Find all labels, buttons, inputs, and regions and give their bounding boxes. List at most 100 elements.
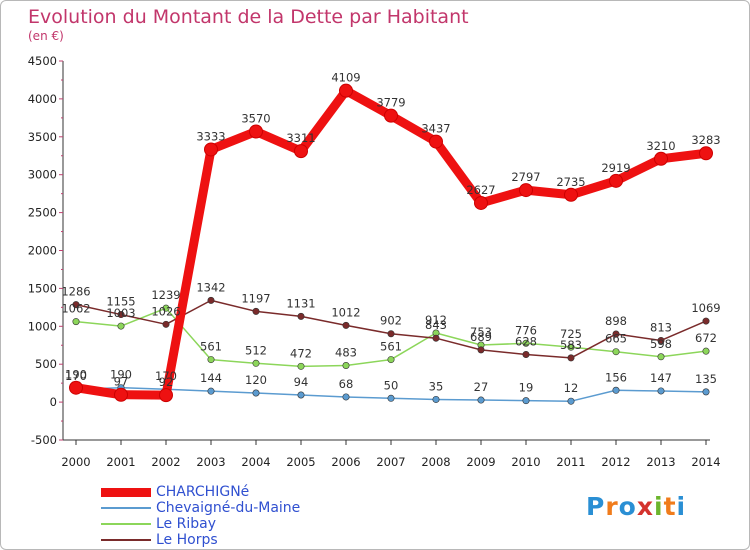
data-point: [252, 307, 260, 315]
data-point: [567, 343, 575, 351]
data-point: [207, 387, 215, 395]
legend-swatch: [101, 523, 151, 525]
data-label: 1239: [151, 288, 180, 302]
data-label: 912: [425, 313, 447, 327]
data-label: 147: [650, 371, 672, 385]
data-point: [114, 387, 128, 402]
data-label: 2919: [601, 161, 630, 175]
data-point: [477, 346, 485, 354]
legend-label: CHARCHIGNé: [156, 484, 250, 500]
chart-subtitle: (en €): [28, 29, 64, 43]
data-label: 19: [519, 381, 534, 395]
data-point: [654, 151, 668, 166]
data-point: [522, 339, 530, 347]
data-label: 92: [159, 375, 174, 389]
data-point: [117, 322, 125, 330]
data-point: [657, 353, 665, 361]
data-point: [567, 354, 575, 362]
data-point: [207, 296, 215, 304]
data-point: [522, 397, 530, 405]
data-label: 725: [560, 327, 582, 341]
data-label: 472: [290, 346, 312, 360]
data-label: 94: [294, 375, 309, 389]
data-label: 4109: [331, 71, 360, 85]
data-point: [249, 124, 263, 139]
data-point: [702, 388, 710, 396]
data-label: 561: [380, 340, 402, 354]
x-tick-label: 2014: [691, 455, 720, 469]
data-point: [69, 380, 83, 395]
data-point: [339, 83, 353, 98]
data-point: [564, 187, 578, 202]
legend-swatch: [101, 539, 151, 541]
data-label: 27: [474, 380, 489, 394]
logo-letter: r: [605, 492, 619, 521]
proxiti-logo: Proxiti: [586, 492, 686, 521]
data-label: 1062: [61, 302, 90, 316]
legend-swatch: [101, 487, 151, 497]
data-label: 3779: [376, 96, 405, 110]
data-label: 902: [380, 314, 402, 328]
data-label: 12: [564, 381, 579, 395]
data-point: [342, 361, 350, 369]
y-tick-label: 1500: [28, 281, 57, 295]
data-point: [294, 144, 308, 159]
data-point: [567, 397, 575, 405]
data-label: 1155: [106, 295, 135, 309]
data-point: [159, 388, 173, 403]
data-label: 3570: [241, 111, 270, 125]
data-label: 68: [339, 377, 354, 391]
data-point: [702, 317, 710, 325]
data-label: 2735: [556, 175, 585, 189]
data-point: [612, 386, 620, 394]
x-tick-label: 2006: [331, 455, 360, 469]
y-tick-label: -500: [31, 433, 57, 447]
data-label: 1012: [331, 305, 360, 319]
data-point: [162, 304, 170, 312]
data-point: [432, 334, 440, 342]
data-label: 628: [515, 334, 537, 348]
data-label: 2797: [511, 170, 540, 184]
x-tick-label: 2007: [376, 455, 405, 469]
data-label: 3333: [196, 129, 225, 143]
x-tick-label: 2010: [511, 455, 540, 469]
data-label: 156: [605, 370, 627, 384]
data-point: [117, 311, 125, 319]
y-tick-label: 1000: [28, 319, 57, 333]
data-label: 35: [429, 379, 444, 393]
data-point: [609, 173, 623, 188]
data-point: [342, 321, 350, 329]
logo-letter: P: [586, 492, 606, 521]
legend-item: Le Ribay: [101, 516, 300, 532]
data-point: [297, 312, 305, 320]
data-point: [342, 393, 350, 401]
y-tick-label: 500: [35, 357, 57, 371]
x-tick-label: 2011: [556, 455, 585, 469]
data-point: [207, 356, 215, 364]
data-label: 689: [470, 330, 492, 344]
data-label: 583: [560, 338, 582, 352]
x-tick-label: 2002: [151, 455, 180, 469]
y-tick-label: 4500: [28, 54, 57, 68]
y-tick-label: 4000: [28, 92, 57, 106]
y-tick-label: 3000: [28, 168, 57, 182]
data-label: 561: [200, 340, 222, 354]
data-label: 190: [110, 368, 132, 382]
data-label: 135: [695, 372, 717, 386]
data-label: 1131: [286, 296, 315, 310]
data-label: 483: [335, 345, 357, 359]
legend-label: Chevaigné-du-Maine: [156, 500, 301, 516]
data-label: 1003: [106, 306, 135, 320]
legend-label: Le Ribay: [156, 516, 216, 532]
data-label: 512: [245, 343, 267, 357]
data-label: 3311: [286, 131, 315, 145]
y-tick-label: 2500: [28, 206, 57, 220]
x-tick-label: 2004: [241, 455, 270, 469]
data-point: [72, 301, 80, 309]
data-point: [387, 356, 395, 364]
data-label: 1197: [241, 291, 270, 305]
data-label: 1286: [61, 285, 90, 299]
x-tick-label: 2001: [106, 455, 135, 469]
